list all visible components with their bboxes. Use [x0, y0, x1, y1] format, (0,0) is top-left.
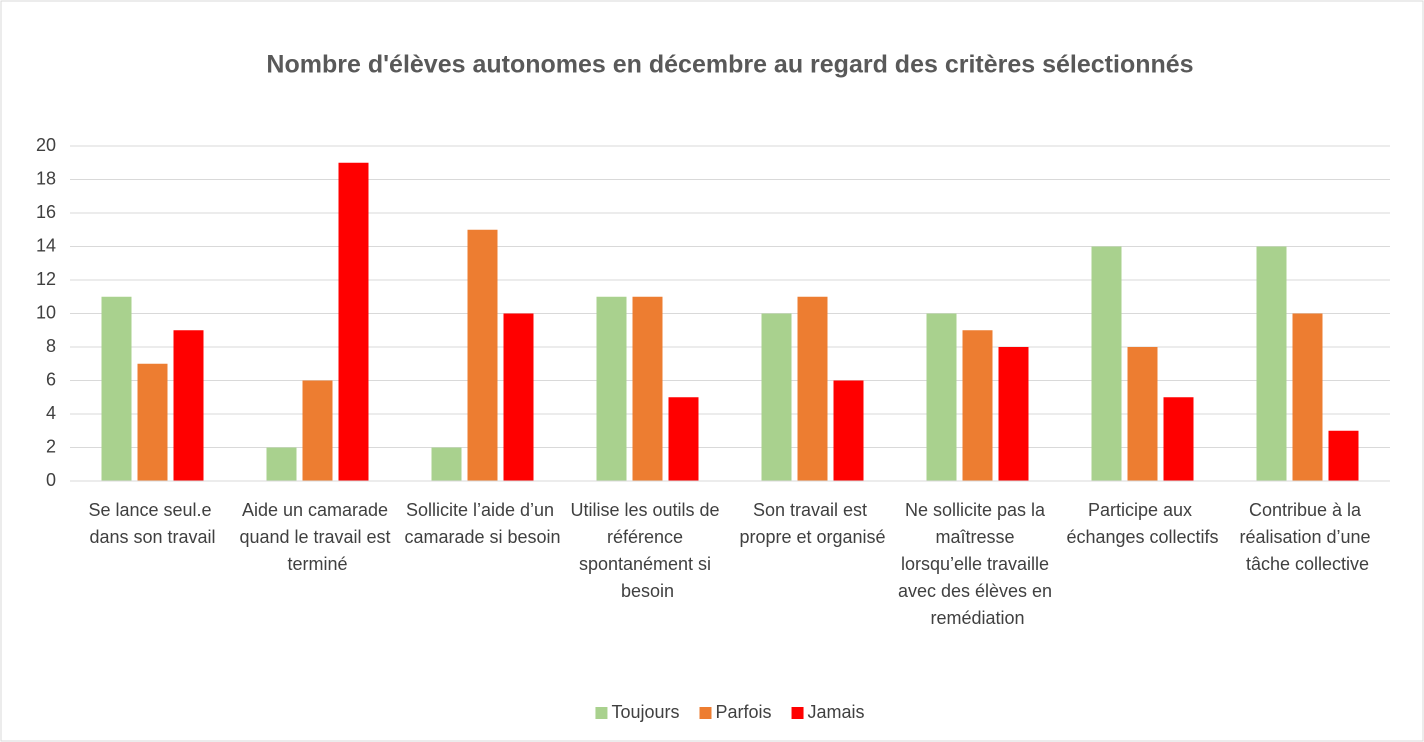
legend-label: Jamais: [808, 702, 865, 722]
bar: [137, 363, 168, 481]
x-tick-label: Aide un camarade quand le travail est te…: [239, 500, 395, 574]
y-tick-label: 8: [46, 336, 56, 356]
bar: [998, 347, 1029, 481]
y-tick-label: 6: [46, 369, 56, 389]
bar: [632, 296, 663, 481]
y-tick-label: 20: [36, 135, 56, 155]
legend-swatch: [699, 707, 712, 719]
bar: [1091, 246, 1122, 481]
x-tick-label: Se lance seul.e dans son travail: [88, 500, 216, 547]
x-tick-label: Ne sollicite pas la maîtresse lorsqu’ell…: [898, 500, 1057, 628]
y-tick-label: 10: [36, 302, 56, 322]
bar: [173, 330, 204, 481]
legend-label: Toujours: [611, 702, 679, 722]
bar: [1127, 347, 1158, 481]
bar: [1328, 430, 1359, 481]
bar: [338, 162, 369, 481]
y-tick-label: 12: [36, 269, 56, 289]
x-tick-label: Contribue à la réalisation d’une tâche c…: [1239, 500, 1375, 574]
bar: [668, 397, 699, 481]
bar: [797, 296, 828, 481]
bar: [467, 229, 498, 481]
legend-swatch: [595, 707, 608, 719]
bar: [926, 313, 957, 481]
x-tick-label: Participe aux échanges collectifs: [1066, 500, 1218, 547]
chart-title: Nombre d'élèves autonomes en décembre au…: [266, 51, 1193, 79]
bar: [302, 380, 333, 481]
legend-swatch: [791, 707, 804, 719]
bar: [596, 296, 627, 481]
y-tick-label: 0: [46, 470, 56, 490]
bar: [431, 447, 462, 481]
y-tick-label: 2: [46, 436, 56, 456]
bar: [833, 380, 864, 481]
x-tick-label: Utilise les outils de référence spontané…: [570, 500, 724, 601]
x-tick-label: Sollicite l’aide d’un camarade si besoin: [404, 500, 560, 547]
x-tick-label: Son travail est propre et organisé: [739, 500, 885, 547]
bar: [962, 330, 993, 481]
bar: [1163, 397, 1194, 481]
y-tick-label: 4: [46, 403, 56, 423]
y-tick-label: 16: [36, 202, 56, 222]
bar: [503, 313, 534, 481]
bar: [761, 313, 792, 481]
legend-label: Parfois: [716, 702, 772, 722]
y-tick-label: 14: [36, 235, 56, 255]
y-tick-label: 18: [36, 168, 56, 188]
bar: [266, 447, 297, 481]
bar: [101, 296, 132, 481]
bar: [1256, 246, 1287, 481]
bar: [1292, 313, 1323, 481]
